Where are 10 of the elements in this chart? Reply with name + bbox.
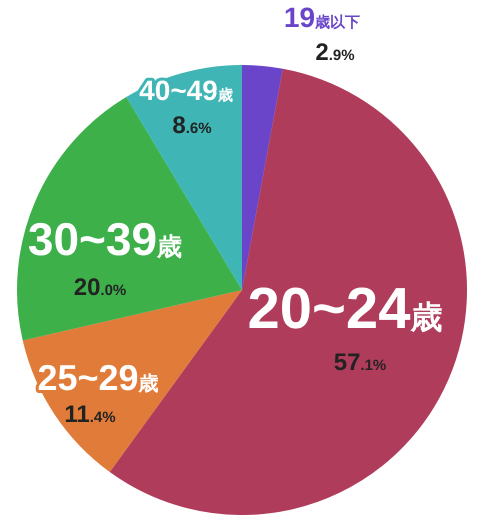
slice-label: 30~39歳 bbox=[28, 213, 182, 265]
data-label: 57.1% bbox=[334, 349, 386, 376]
slice-label: 19歳以下 bbox=[284, 2, 360, 33]
data-label: 2.9% bbox=[315, 39, 355, 66]
data-label: 8.6% bbox=[172, 112, 212, 139]
data-label: 20.0% bbox=[74, 274, 126, 301]
data-label: 11.4% bbox=[64, 401, 116, 428]
slice-label: 20~24歳 bbox=[248, 276, 442, 341]
slice-label: 40~49歳 bbox=[139, 75, 233, 106]
slice-label: 25~29歳 bbox=[37, 357, 159, 398]
